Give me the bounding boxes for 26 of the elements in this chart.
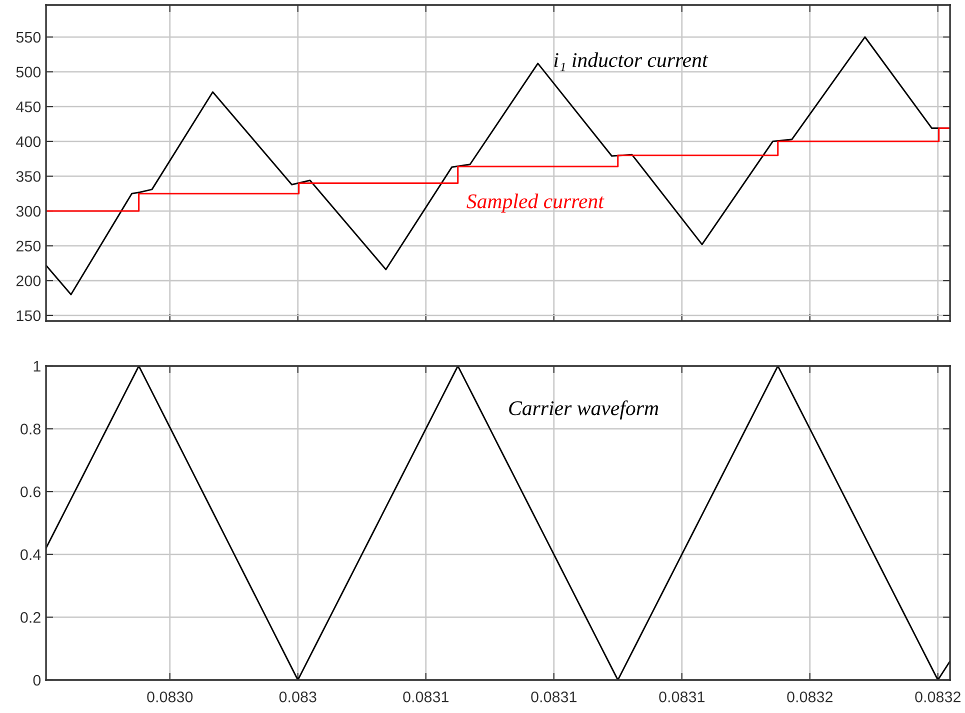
x-tick-label: 0.083 — [279, 692, 316, 702]
y-tick-label: 0 — [33, 674, 41, 686]
x-tick-label: 0.0831 — [659, 692, 704, 702]
series-label: Sampled current — [466, 194, 604, 213]
x-tick-label: 0.0832 — [915, 692, 960, 702]
y-tick-label: 0.2 — [20, 612, 40, 623]
y-tick-label: 250 — [16, 240, 41, 252]
y-tick-label: 350 — [16, 171, 41, 182]
line-series — [46, 366, 950, 680]
y-tick-label: 0.4 — [20, 549, 41, 560]
series-label: Carrier waveform — [509, 400, 658, 420]
y-tick-label: 500 — [16, 66, 41, 78]
y-tick-label: 450 — [16, 101, 41, 112]
y-tick-label: 300 — [16, 206, 41, 217]
y-tick-label: 150 — [16, 310, 41, 322]
x-tick-label: 0.0831 — [403, 692, 448, 702]
y-tick-label: 1 — [34, 361, 40, 372]
y-tick-label: 0.8 — [20, 424, 41, 434]
y-tick-label: 200 — [16, 275, 41, 286]
x-tick-label: 0.0830 — [147, 692, 193, 702]
y-tick-label: 550 — [16, 32, 41, 43]
y-tick-label: 0.6 — [20, 486, 40, 498]
y-tick-label: 400 — [16, 136, 41, 148]
x-tick-label: 0.0832 — [787, 692, 832, 702]
x-tick-label: 0.0831 — [531, 692, 576, 702]
series-label: i₁ inductor current — [554, 52, 708, 72]
